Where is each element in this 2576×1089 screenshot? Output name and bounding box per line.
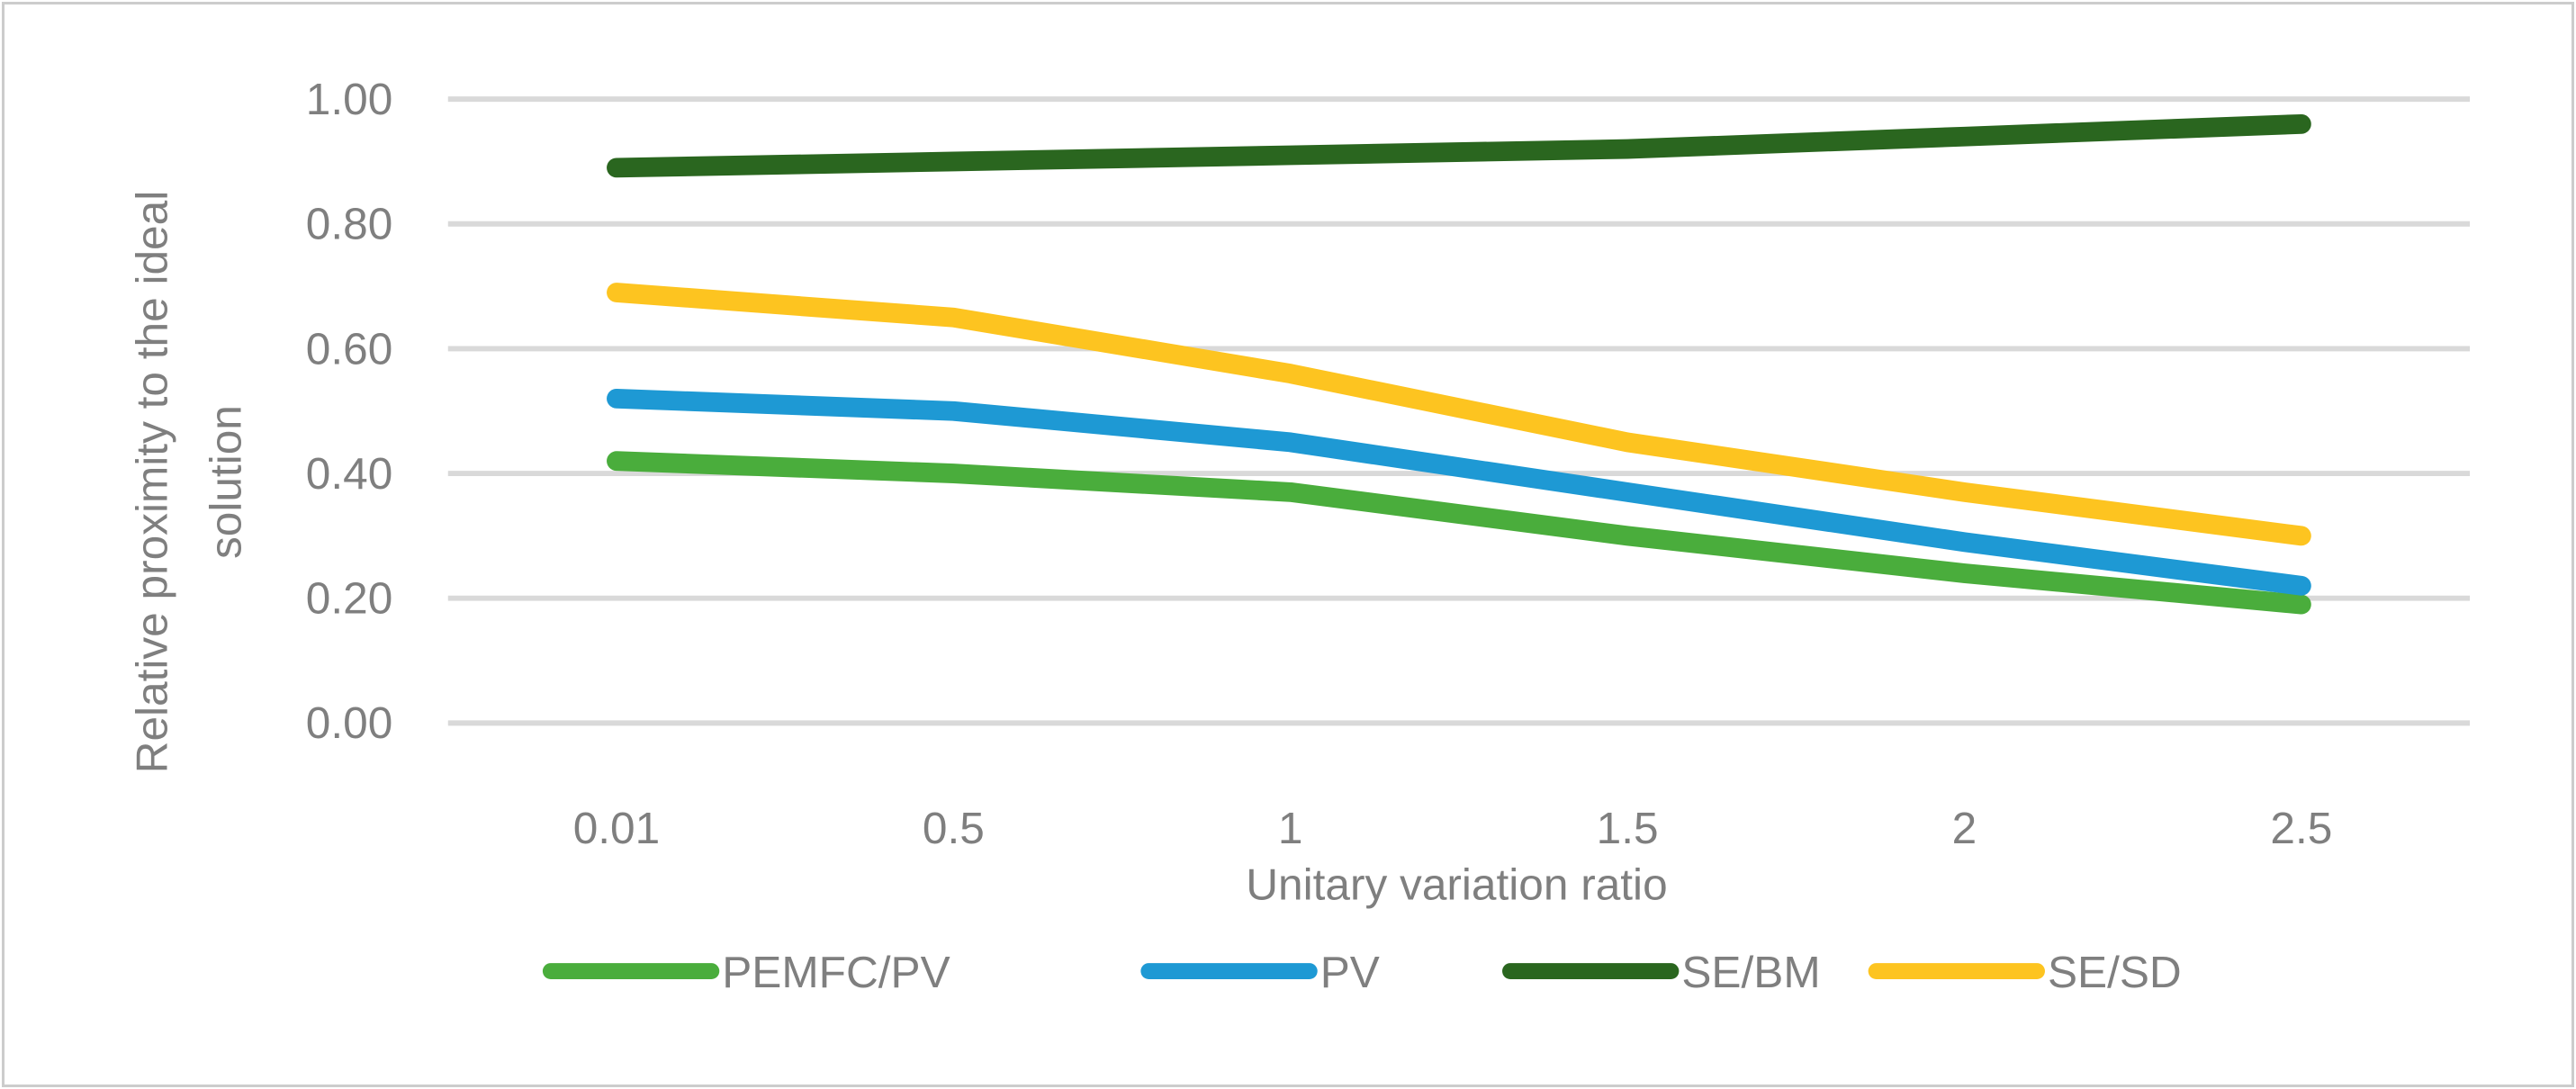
legend-label-pemfc-pv: PEMFC/PV — [722, 947, 950, 997]
y-tick-label: 1.00 — [306, 74, 393, 124]
series-line-pemfc-pv — [607, 451, 2311, 615]
y-axis-title-line1: Relative proximity to the ideal — [126, 191, 176, 774]
x-axis-title: Unitary variation ratio — [1246, 860, 1667, 910]
x-tick-label: 1.5 — [1597, 803, 1659, 853]
x-tick-label: 1 — [1278, 803, 1303, 853]
legend-item-pemfc-pv: PEMFC/PV — [542, 947, 950, 997]
y-axis-tick-labels: 1.00 0.80 0.60 0.40 0.20 0.00 — [306, 74, 393, 748]
series-lines — [607, 113, 2311, 615]
legend-label-se-sd: SE/SD — [2048, 947, 2182, 997]
series-line-se-sd — [607, 283, 2311, 546]
x-tick-label: 0.01 — [573, 803, 661, 853]
y-axis-title-line2: solution — [201, 405, 251, 559]
x-tick-label: 2.5 — [2270, 803, 2332, 853]
y-tick-label: 0.00 — [306, 698, 393, 748]
y-tick-label: 0.60 — [306, 323, 393, 374]
y-tick-label: 0.80 — [306, 199, 393, 249]
legend: PEMFC/PV PV SE/BM SE/SD — [542, 947, 2182, 997]
line-chart: 1.00 0.80 0.60 0.40 0.20 0.00 0.01 0.5 1 1.5 2 2.5… — [126, 74, 2471, 997]
x-axis-tick-labels: 0.01 0.5 1 1.5 2 2.5 — [573, 803, 2333, 853]
legend-item-se-sd: SE/SD — [1868, 947, 2182, 997]
legend-item-pv: PV — [1140, 947, 1380, 997]
y-tick-label: 0.20 — [306, 573, 393, 624]
legend-label-pv: PV — [1320, 947, 1380, 997]
x-tick-label: 2 — [1952, 803, 1977, 853]
y-tick-label: 0.40 — [306, 448, 393, 499]
series-line-pv — [607, 388, 2311, 596]
legend-item-se-bm: SE/BM — [1502, 947, 1821, 997]
legend-label-se-bm: SE/BM — [1681, 947, 1820, 997]
x-tick-label: 0.5 — [923, 803, 985, 853]
series-line-se-bm — [607, 113, 2311, 178]
